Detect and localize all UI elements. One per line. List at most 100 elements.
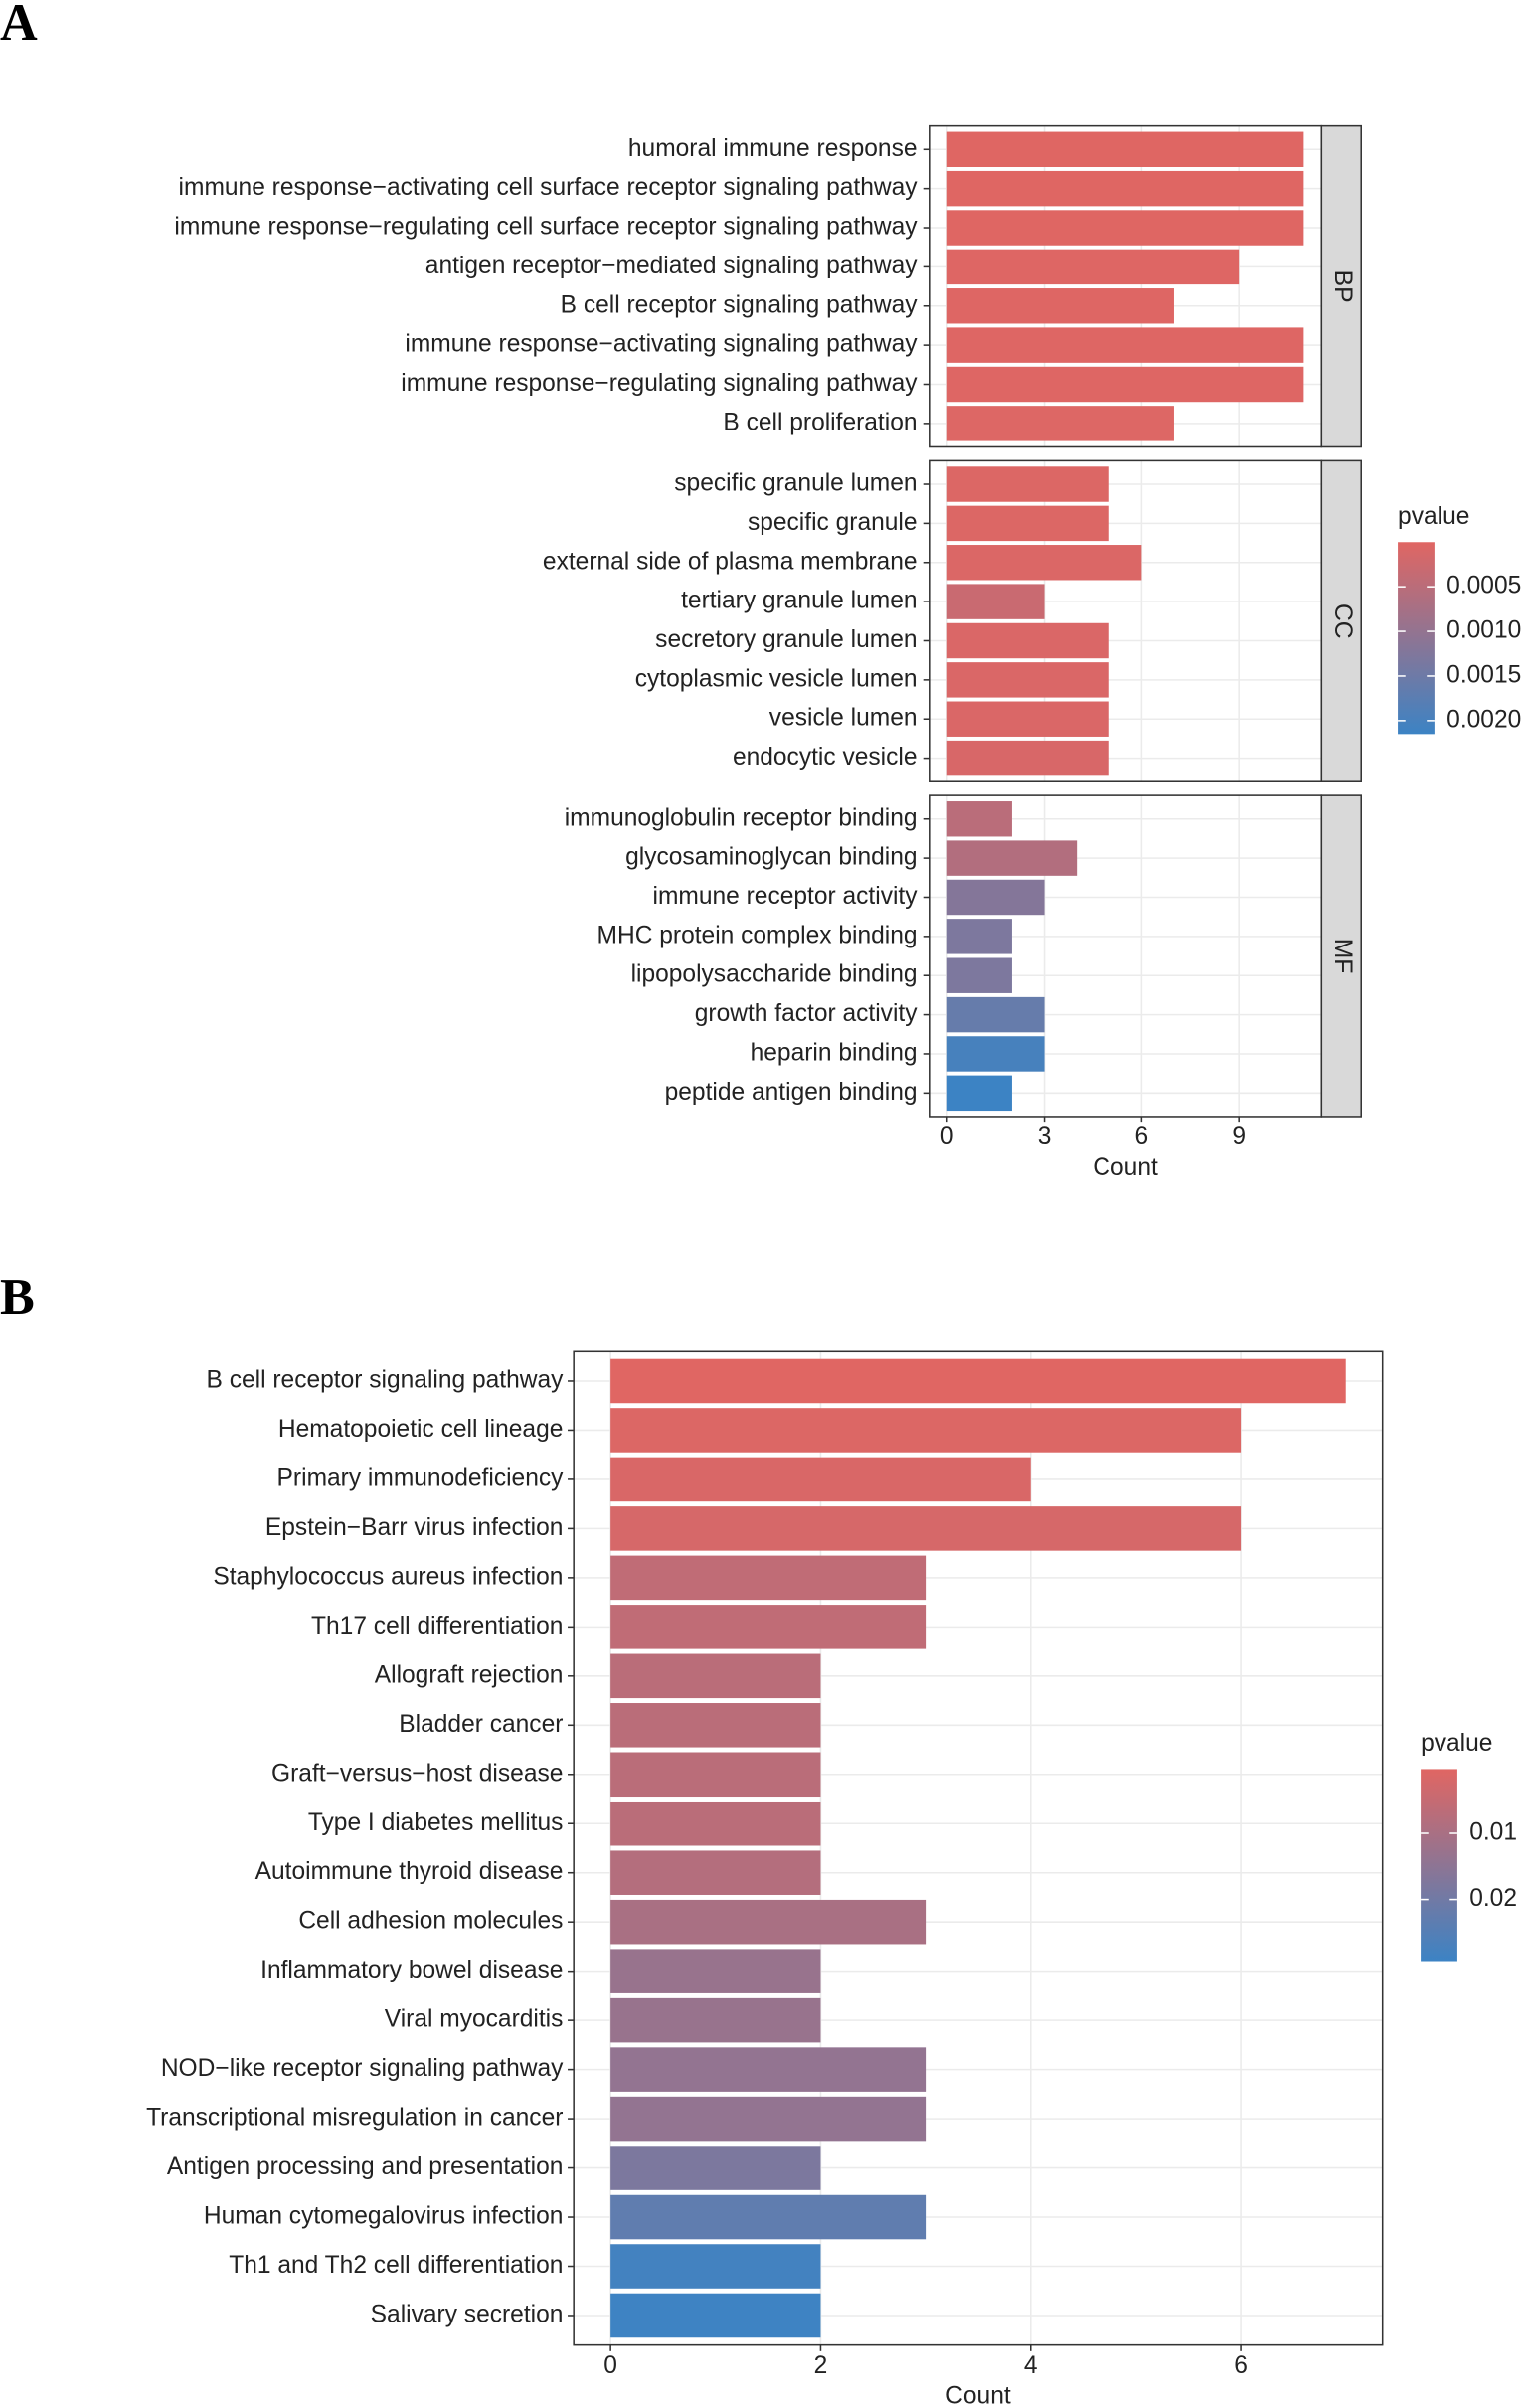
- bar: [610, 1752, 821, 1798]
- y-tick-label: Transcriptional misregulation in cancer: [146, 2105, 563, 2132]
- bar: [610, 2047, 927, 2092]
- bar: [610, 1850, 821, 1895]
- y-tick-label: Primary immunodeficiency: [277, 1464, 565, 1491]
- legend-label: 0.0010: [1446, 617, 1521, 644]
- bar: [946, 662, 1109, 698]
- y-tick-label: tertiary granule lumen: [681, 588, 917, 614]
- facet-label: CC: [1329, 603, 1356, 639]
- bar: [946, 210, 1304, 246]
- x-axis-label: Count: [1093, 1154, 1158, 1181]
- bar: [946, 505, 1109, 542]
- y-tick-label: cytoplasmic vesicle lumen: [635, 665, 918, 692]
- x-tick-label: 3: [1038, 1123, 1052, 1150]
- y-tick-label: Viral myocarditis: [385, 2006, 564, 2033]
- bar: [610, 1605, 927, 1649]
- bar: [610, 1949, 821, 1993]
- bar: [946, 1036, 1045, 1072]
- y-tick-label: MHC protein complex binding: [597, 922, 918, 948]
- y-tick-label: immune response−activating cell surface …: [179, 174, 919, 201]
- bar: [946, 879, 1045, 916]
- bar: [946, 131, 1304, 167]
- x-tick-label: 0: [603, 2352, 617, 2379]
- x-tick-label: 4: [1024, 2352, 1038, 2379]
- x-tick-label: 0: [940, 1123, 954, 1150]
- y-tick-label: Salivary secretion: [371, 2301, 564, 2327]
- legend-label: 0.0005: [1446, 573, 1521, 600]
- y-tick-label: glycosaminoglycan binding: [625, 844, 917, 871]
- x-tick-label: 2: [814, 2352, 828, 2379]
- panel-label: A: [0, 0, 38, 52]
- facet-strip: [1320, 794, 1362, 1118]
- bar: [946, 801, 1012, 837]
- bar: [946, 584, 1045, 619]
- y-tick-label: Th1 and Th2 cell differentiation: [229, 2252, 563, 2279]
- bar: [610, 1555, 927, 1601]
- bar: [610, 2096, 927, 2142]
- panel-border: [573, 1350, 1384, 2346]
- y-tick-label: peptide antigen binding: [665, 1079, 918, 1106]
- y-tick-label: B cell receptor signaling pathway: [207, 1366, 565, 1393]
- y-tick-label: secretory granule lumen: [655, 626, 917, 653]
- y-tick-label: Human cytomegalovirus infection: [204, 2202, 564, 2229]
- y-tick-label: Autoimmune thyroid disease: [255, 1858, 564, 1885]
- bar: [946, 466, 1109, 502]
- y-tick-label: B cell receptor signaling pathway: [561, 291, 919, 318]
- bar: [946, 327, 1304, 363]
- y-tick-label: growth factor activity: [695, 1000, 918, 1027]
- legend-title: pvalue: [1398, 503, 1469, 530]
- colorbar: [1398, 542, 1435, 735]
- y-tick-label: NOD−like receptor signaling pathway: [161, 2055, 564, 2082]
- bar: [946, 249, 1240, 285]
- bar: [610, 1358, 1346, 1404]
- y-tick-label: immunoglobulin receptor binding: [565, 804, 918, 831]
- bar: [946, 170, 1304, 207]
- bar: [946, 740, 1109, 776]
- legend-title: pvalue: [1421, 1730, 1492, 1757]
- bar: [946, 406, 1174, 441]
- y-tick-label: vesicle lumen: [769, 705, 918, 732]
- bar: [610, 1801, 821, 1846]
- y-tick-label: immune response−activating signaling pat…: [405, 331, 918, 358]
- bar: [610, 1653, 821, 1699]
- bar: [610, 1899, 927, 1945]
- x-tick-label: 9: [1232, 1123, 1246, 1150]
- facet-strip: [1320, 124, 1362, 448]
- y-tick-label: external side of plasma membrane: [543, 548, 918, 575]
- y-tick-label: immune receptor activity: [653, 883, 919, 910]
- y-tick-label: Hematopoietic cell lineage: [278, 1416, 564, 1443]
- y-tick-label: antigen receptor−mediated signaling path…: [425, 253, 918, 279]
- bar: [610, 1408, 1242, 1453]
- bar: [946, 545, 1142, 581]
- y-tick-label: immune response−regulating signaling pat…: [401, 370, 918, 397]
- y-tick-label: humoral immune response: [628, 135, 918, 162]
- x-tick-label: 6: [1234, 2352, 1248, 2379]
- y-tick-label: specific granule: [748, 509, 918, 536]
- y-tick-label: Th17 cell differentiation: [311, 1613, 563, 1639]
- y-tick-label: Type I diabetes mellitus: [308, 1809, 564, 1836]
- bar: [610, 1997, 821, 2043]
- y-tick-label: B cell proliferation: [723, 409, 917, 435]
- bar: [610, 2244, 821, 2289]
- bar: [946, 366, 1304, 403]
- y-tick-label: endocytic vesicle: [733, 744, 918, 771]
- bar: [610, 1457, 1031, 1502]
- bar: [946, 701, 1109, 737]
- colorbar: [1421, 1769, 1457, 1962]
- bar: [610, 1703, 821, 1748]
- bar: [946, 840, 1078, 876]
- y-tick-label: Staphylococcus aureus infection: [213, 1563, 563, 1590]
- legend-label: 0.0020: [1446, 706, 1521, 733]
- legend-label: 0.02: [1469, 1885, 1517, 1912]
- panel-label: B: [0, 1269, 35, 1326]
- bar: [946, 288, 1174, 324]
- y-tick-label: heparin binding: [751, 1039, 918, 1066]
- legend-label: 0.01: [1469, 1818, 1517, 1845]
- bar: [610, 2194, 927, 2240]
- x-axis-label: Count: [945, 2383, 1011, 2408]
- x-tick-label: 6: [1135, 1123, 1149, 1150]
- facet-label: MF: [1329, 939, 1356, 974]
- facet-strip: [1320, 459, 1362, 782]
- bar: [610, 1506, 1242, 1551]
- bar: [946, 957, 1012, 993]
- y-tick-label: Graft−versus−host disease: [271, 1760, 563, 1787]
